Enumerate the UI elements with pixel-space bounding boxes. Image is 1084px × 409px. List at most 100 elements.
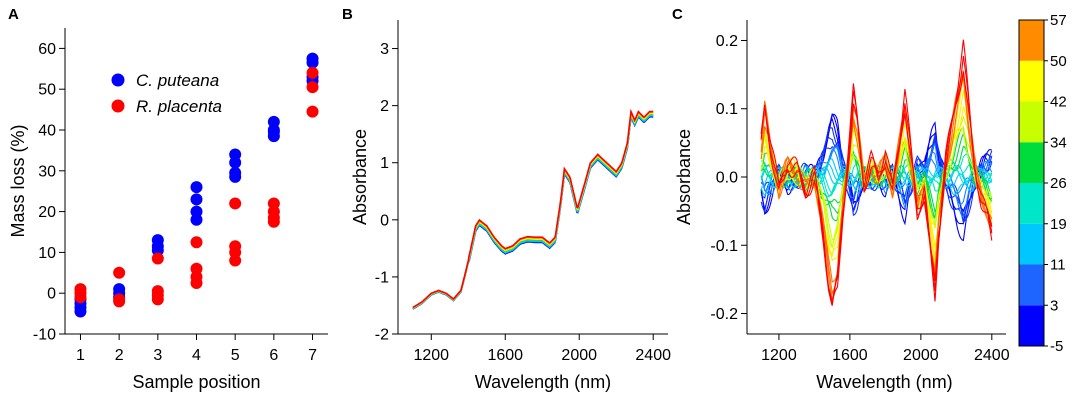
data-point — [190, 277, 203, 289]
legend-entry: R. placenta — [136, 97, 222, 116]
y-tick-label: 2 — [380, 98, 389, 115]
x-tick-label: 1600 — [832, 347, 868, 364]
data-point — [229, 170, 242, 183]
data-point — [267, 215, 280, 228]
derivative-line — [760, 74, 993, 296]
data-point — [306, 81, 319, 94]
data-point — [190, 193, 203, 206]
derivative-line — [760, 39, 993, 304]
spectrum-line — [412, 113, 654, 310]
x-axis-title: Sample position — [132, 372, 260, 392]
y-tick-label: -2 — [375, 327, 389, 344]
y-tick-label: -0.2 — [710, 306, 738, 323]
panel-label: B — [342, 6, 353, 23]
y-tick-label: 30 — [38, 163, 56, 180]
colorbar-segment — [1019, 183, 1044, 224]
y-tick-label: 10 — [38, 245, 56, 262]
panel-a: -10 0 10 20 30 40 50 60 1 2 3 4 5 6 7 Sample position Ma… — [8, 6, 328, 392]
colorbar-tick-label: 19 — [1050, 216, 1067, 233]
colorbar-segment — [1019, 20, 1044, 61]
spectrum-line — [412, 109, 654, 309]
spectrum-line — [412, 108, 654, 309]
y-tick-label: 20 — [38, 204, 56, 221]
spectrum-line — [412, 111, 654, 310]
y-tick-label: 0 — [47, 286, 56, 303]
legend-marker — [111, 99, 125, 113]
colorbar-tick-label: 50 — [1050, 53, 1067, 70]
y-tick-label: 1 — [380, 155, 389, 172]
x-tick-label: 5 — [231, 347, 240, 364]
y-tick-label: 0.2 — [716, 33, 738, 50]
data-point — [306, 105, 319, 118]
colorbar-tick-label: 3 — [1050, 297, 1058, 314]
data-point — [190, 236, 203, 249]
data-point — [306, 56, 319, 69]
x-tick-label: 3 — [153, 347, 162, 364]
x-tick-label: 1 — [76, 347, 85, 364]
x-tick-label: 2000 — [903, 347, 939, 364]
spectrum-line — [412, 112, 654, 310]
data-point — [151, 293, 164, 306]
data-point — [306, 66, 319, 79]
x-tick-label: 2 — [115, 347, 124, 364]
y-tick-label: 3 — [380, 41, 389, 58]
x-tick-label: 2400 — [635, 347, 671, 364]
panel-label: A — [8, 6, 19, 23]
x-tick-label: 1200 — [413, 347, 449, 364]
legend-marker — [111, 73, 125, 87]
spectrum-line — [412, 109, 654, 309]
legend-entry: C. puteana — [136, 71, 219, 90]
data-point — [229, 156, 242, 169]
data-point — [113, 295, 126, 308]
colorbar-segment — [1019, 305, 1044, 346]
x-tick-label: 1600 — [487, 347, 523, 364]
colorbar-tick-label: 42 — [1050, 94, 1067, 111]
colorbar-tick-label: -5 — [1050, 338, 1063, 355]
x-tick-label: 6 — [269, 347, 278, 364]
panel-label: C — [672, 6, 683, 23]
x-axis-title: Wavelength (nm) — [816, 372, 952, 392]
derivative-line — [760, 77, 993, 283]
y-tick-label: -0.1 — [710, 238, 738, 255]
y-axis-title: Absorbance — [350, 129, 370, 225]
colorbar-tick-label: 11 — [1050, 257, 1066, 274]
y-tick-label: 0 — [380, 212, 389, 229]
colorbar-segment — [1019, 60, 1044, 102]
x-tick-label: 7 — [308, 347, 317, 364]
x-tick-label: 2400 — [974, 347, 1010, 364]
colorbar-tick-label: 26 — [1050, 175, 1067, 192]
colorbar-segment — [1019, 223, 1044, 265]
data-point — [74, 305, 87, 318]
y-tick-label: 50 — [38, 82, 56, 99]
colorbar-segment — [1019, 264, 1044, 306]
x-tick-label: 1200 — [761, 347, 797, 364]
x-tick-label: 2000 — [561, 347, 597, 364]
data-point — [190, 181, 203, 194]
y-tick-label: 40 — [38, 123, 56, 140]
panel-b: -2 -1 0 1 2 3 1200 1600 2000 2400 Wavelength (nm) A… — [342, 6, 671, 392]
spectrum-line — [412, 111, 654, 309]
y-tick-label: -10 — [33, 327, 56, 344]
colorbar-segment — [1019, 142, 1044, 183]
data-point — [229, 197, 242, 210]
data-point — [190, 213, 203, 226]
spectrum-line — [412, 113, 654, 310]
data-point — [151, 252, 164, 265]
y-tick-label: 0.0 — [716, 170, 738, 187]
y-tick-label: 60 — [38, 41, 56, 58]
colorbar-segment — [1019, 101, 1044, 143]
x-tick-label: 4 — [192, 347, 201, 364]
panel-c: -0.2 -0.1 0.0 0.1 0.2 1200 1600 2000 2400 Wavelen… — [672, 6, 1067, 392]
data-point — [267, 130, 280, 143]
x-axis-title: Wavelength (nm) — [475, 372, 611, 392]
y-axis-title: Mass loss (%) — [8, 124, 28, 237]
y-axis-title: Absorbance — [674, 129, 694, 225]
data-point — [113, 266, 126, 279]
colorbar-tick-label: 34 — [1050, 134, 1067, 151]
data-point — [74, 291, 87, 304]
y-tick-label: 0.1 — [716, 101, 738, 118]
data-point — [229, 254, 242, 267]
colorbar-tick-label: 57 — [1050, 12, 1067, 29]
spectrum-line — [412, 110, 654, 309]
